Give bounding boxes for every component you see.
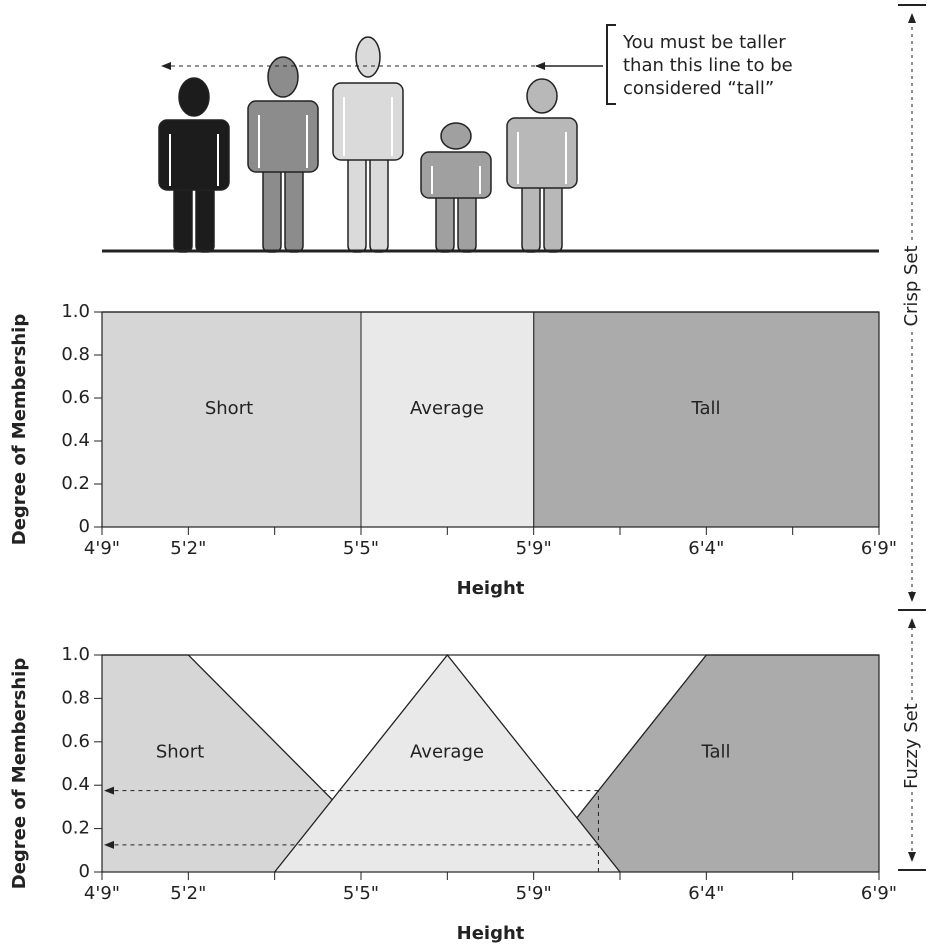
y-tick-label: 0.6 xyxy=(61,731,90,752)
series: Short xyxy=(101,311,362,528)
y-tick-label: 0.2 xyxy=(61,473,90,494)
x-tick-label: 6'9" xyxy=(861,883,897,904)
series-label: Average xyxy=(410,742,484,763)
bracket xyxy=(606,24,616,105)
x-axis-title: Height xyxy=(457,923,525,944)
person-leg xyxy=(369,149,389,253)
y-tick-label: 0.4 xyxy=(61,430,90,451)
y-tick-label: 0.6 xyxy=(61,387,90,408)
person-head xyxy=(440,122,472,150)
x-tick-label: 4'9" xyxy=(84,538,120,559)
x-tick-label: 5'5" xyxy=(343,538,379,559)
x-tick-label: 6'4" xyxy=(688,538,724,559)
person-leg xyxy=(543,177,563,253)
plot: Short Tall Average xyxy=(101,311,880,528)
y-axis-title: Degree of Membership xyxy=(9,658,30,890)
person-leg xyxy=(262,161,282,253)
person-body xyxy=(420,151,492,199)
series-label: Short xyxy=(156,742,204,763)
person-leg xyxy=(195,179,215,253)
x-axis-title: Height xyxy=(457,578,525,599)
plot: Short Tall Average xyxy=(101,654,880,873)
person-leg xyxy=(284,161,304,253)
annotation: considered “tall” xyxy=(623,78,774,99)
person-head xyxy=(526,78,558,114)
person-head xyxy=(355,36,381,78)
series-label: Tall xyxy=(690,398,720,419)
set-label: Fuzzy Set xyxy=(901,703,922,789)
person-head xyxy=(178,77,210,117)
area-fill xyxy=(101,311,362,528)
series-label: Average xyxy=(410,398,484,419)
x-tick-label: 4'9" xyxy=(84,883,120,904)
area-fill xyxy=(360,311,535,528)
annotation: than this line to be xyxy=(623,55,793,76)
person-body xyxy=(506,117,578,189)
set-brackets xyxy=(898,4,926,871)
series-label: Short xyxy=(205,398,253,419)
y-tick-label: 1.0 xyxy=(61,301,90,322)
x-tick-label: 5'9" xyxy=(516,538,552,559)
person-body xyxy=(247,100,319,173)
series-label: Tall xyxy=(700,742,730,763)
illustration xyxy=(158,36,578,253)
person-leg xyxy=(173,179,193,253)
person-head xyxy=(267,56,299,98)
person-body xyxy=(332,82,404,161)
y-tick-label: 1.0 xyxy=(61,644,90,665)
y-tick-label: 0.2 xyxy=(61,818,90,839)
area-fill xyxy=(533,311,880,528)
y-tick-label: 0.8 xyxy=(61,344,90,365)
person-body xyxy=(158,119,230,191)
x-tick-label: 5'2" xyxy=(170,883,206,904)
person-leg xyxy=(347,149,367,253)
y-axis-title: Degree of Membership xyxy=(9,314,30,546)
x-tick-label: 5'2" xyxy=(170,538,206,559)
y-tick-label: 0.4 xyxy=(61,774,90,795)
x-tick-label: 5'5" xyxy=(343,883,379,904)
series: Average xyxy=(360,311,535,528)
x-tick-label: 5'9" xyxy=(516,883,552,904)
y-tick-label: 0 xyxy=(79,516,90,537)
person-leg xyxy=(521,177,541,253)
series: Tall xyxy=(533,311,880,528)
x-tick-label: 6'4" xyxy=(688,883,724,904)
annotation: You must be taller xyxy=(622,32,786,53)
plot-border xyxy=(101,311,880,528)
plot-border xyxy=(101,654,880,873)
x-tick-label: 6'9" xyxy=(861,538,897,559)
y-tick-label: 0 xyxy=(79,861,90,882)
y-tick-label: 0.8 xyxy=(61,687,90,708)
set-label: Crisp Set xyxy=(901,245,922,326)
